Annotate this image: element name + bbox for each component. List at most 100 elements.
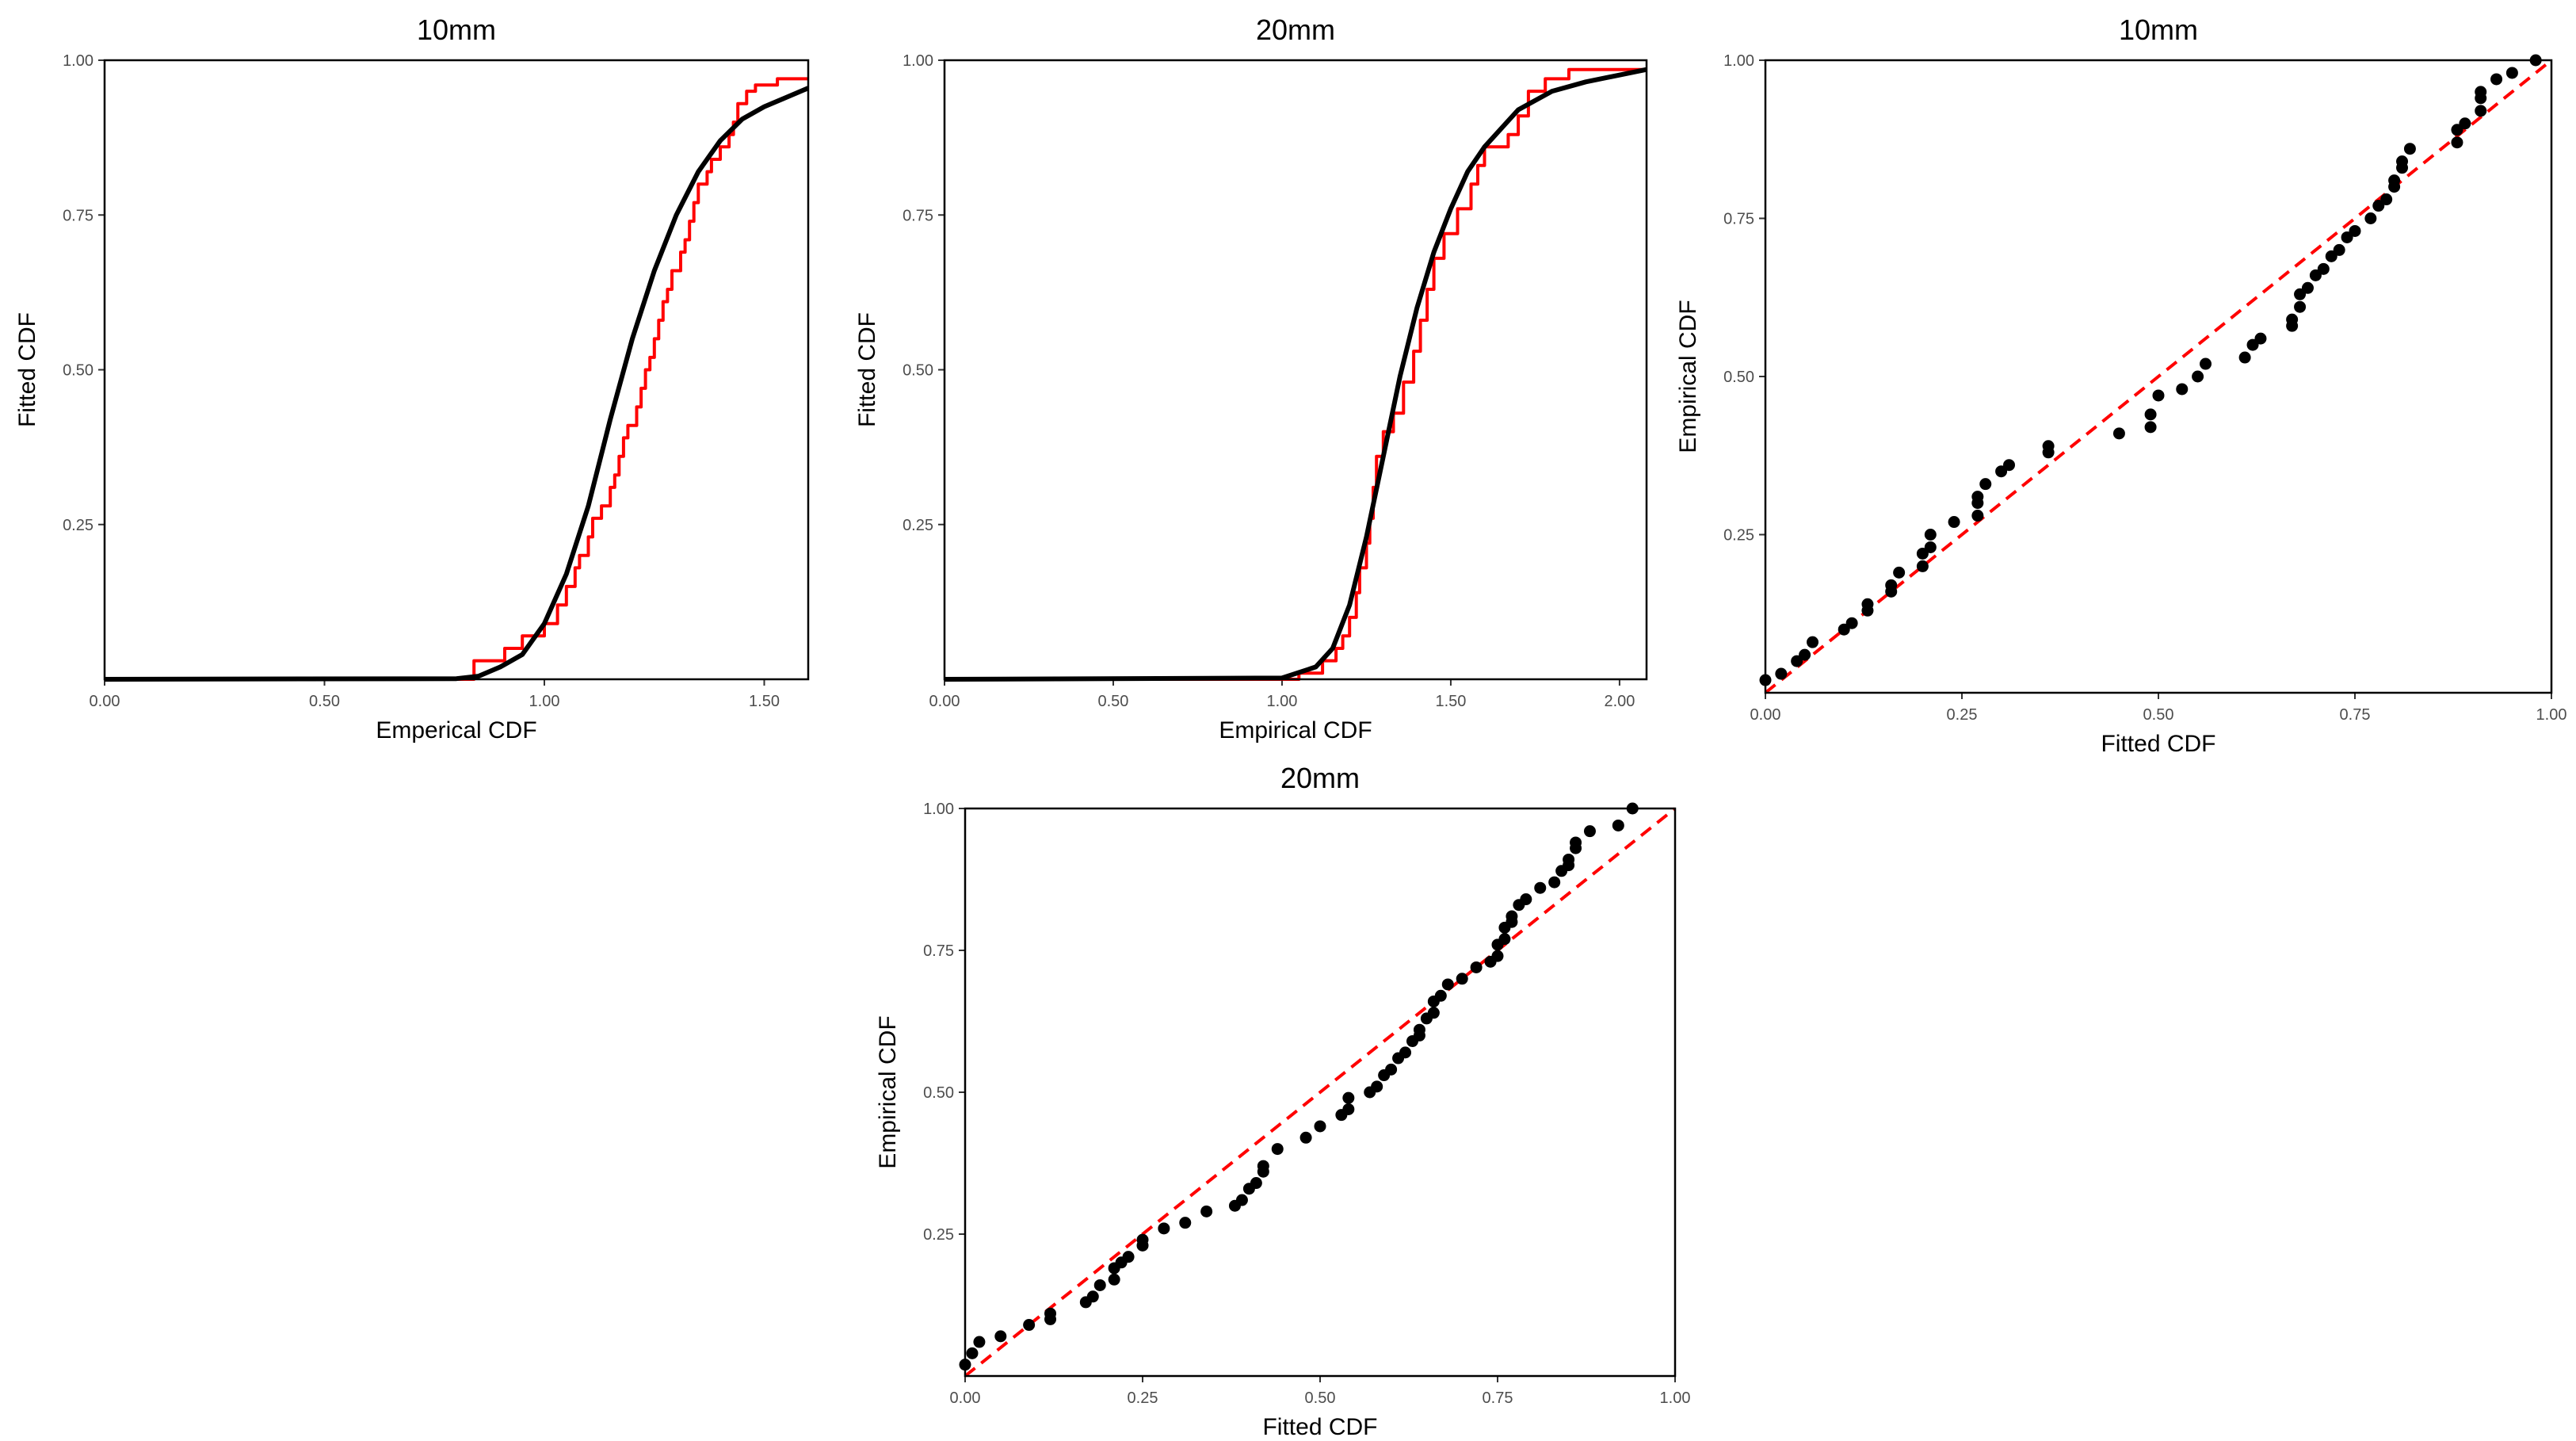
y-axis-label: Fitted CDF <box>14 312 40 427</box>
data-point <box>1971 510 1984 522</box>
x-tick-label: 0.50 <box>1305 1389 1336 1407</box>
data-point <box>1612 819 1624 831</box>
data-point <box>1885 579 1898 591</box>
empirical-cdf-step-line <box>105 77 808 681</box>
fitted-cdf-curve <box>104 86 810 682</box>
panel-title: 20mm <box>1280 762 1360 794</box>
data-point <box>2475 105 2487 117</box>
data-point <box>1491 950 1504 962</box>
data-point <box>1583 825 1596 838</box>
data-point <box>2176 383 2189 396</box>
x-tick-label: 1.00 <box>1660 1389 1691 1407</box>
y-tick-label: 0.25 <box>63 517 93 534</box>
y-tick-label: 1.00 <box>1723 52 1754 70</box>
data-point <box>2380 193 2393 206</box>
data-point <box>1845 617 1858 629</box>
y-axis-label: Empirical CDF <box>1675 300 1701 453</box>
data-point <box>1979 478 1992 491</box>
data-point <box>1342 1091 1355 1104</box>
plot-frame <box>103 59 810 681</box>
data-point <box>1399 1046 1412 1059</box>
y-axis-label: Empirical CDF <box>875 1015 901 1168</box>
panel-title: 10mm <box>417 13 496 46</box>
data-point <box>1570 836 1582 849</box>
data-point <box>2490 73 2503 86</box>
data-point <box>2459 117 2471 130</box>
data-point <box>2003 459 2016 472</box>
data-point <box>2451 136 2463 149</box>
data-point <box>1299 1131 1312 1144</box>
plot-frame <box>943 59 1648 681</box>
data-point <box>2254 332 2267 345</box>
data-point <box>1122 1251 1135 1263</box>
data-point <box>1023 1319 1036 1332</box>
data-point <box>2301 281 2314 294</box>
data-point <box>1086 1290 1099 1303</box>
y-axis-label: Fitted CDF <box>854 312 880 427</box>
x-tick-label: 0.50 <box>309 693 340 710</box>
data-point <box>2333 243 2345 256</box>
data-point <box>1548 876 1561 889</box>
panel-4: 20mm 0.00 0.25 0.50 0.75 1.00 0.25 0.50 0.75 1.00… <box>875 762 1690 1440</box>
data-point <box>1108 1273 1120 1286</box>
data-point <box>1385 1063 1398 1076</box>
panel-2: 20mm 0.00 0.50 1.00 1.50 2.00 0.25 0.50 0.75 1.00… <box>854 13 1648 743</box>
panel-3: 10mm 0.00 0.25 0.50 0.75 1.00 0.25 0.50 0.75 1.00… <box>1675 13 2566 757</box>
data-point <box>2286 313 2299 326</box>
data-point <box>1924 529 1937 541</box>
x-tick-label: 1.00 <box>1266 693 1297 710</box>
data-point <box>2505 67 2518 79</box>
y-tick-label: 1.00 <box>903 52 933 70</box>
data-point <box>1799 648 1811 661</box>
data-point <box>1136 1233 1149 1246</box>
data-point <box>1413 1023 1425 1036</box>
x-axis-label: Fitted CDF <box>2101 731 2215 757</box>
data-point <box>1893 566 1906 579</box>
data-point <box>2349 224 2361 237</box>
y-tick-label: 0.25 <box>903 517 933 534</box>
y-tick-label: 1.00 <box>923 801 954 818</box>
y-tick-label: 0.25 <box>1723 527 1754 545</box>
x-tick-label: 1.00 <box>2536 706 2567 724</box>
data-point <box>1371 1080 1383 1093</box>
data-point <box>1441 978 1454 991</box>
data-point <box>2200 357 2212 370</box>
y-tick-label: 0.50 <box>63 362 93 380</box>
data-point <box>2112 427 2125 440</box>
data-point <box>1924 541 1937 553</box>
data-point <box>1158 1222 1170 1235</box>
data-point <box>1775 667 1788 680</box>
data-point <box>2388 174 2401 187</box>
data-point <box>1807 636 1819 648</box>
y-tick-label: 0.50 <box>923 1084 954 1102</box>
data-point <box>1235 1194 1248 1206</box>
data-point <box>2238 351 2251 364</box>
x-tick-label: 0.00 <box>90 693 120 710</box>
data-point <box>1427 1007 1440 1019</box>
y-tick-label: 0.75 <box>63 207 93 224</box>
data-point <box>2475 86 2487 98</box>
data-point <box>2152 389 2165 402</box>
data-point <box>2403 143 2416 155</box>
panel-title: 20mm <box>1256 13 1335 46</box>
plot-frame <box>1764 59 2553 694</box>
data-point <box>1456 973 1468 985</box>
x-tick-label: 0.50 <box>2143 706 2174 724</box>
x-tick-label: 1.00 <box>529 693 560 710</box>
data-point <box>2294 300 2307 313</box>
data-point <box>2317 262 2330 275</box>
data-point <box>1250 1177 1262 1190</box>
data-point <box>2144 408 2157 421</box>
x-tick-label: 0.25 <box>1947 706 1978 724</box>
data-point <box>1342 1103 1355 1115</box>
data-point <box>1434 989 1447 1002</box>
fitted-cdf-curve <box>944 67 1647 682</box>
panel-title: 10mm <box>2119 13 2198 46</box>
plot-area <box>105 60 808 679</box>
data-point <box>966 1347 979 1359</box>
plot-frame <box>964 807 1677 1378</box>
data-point <box>1563 853 1575 866</box>
data-point <box>1916 560 1929 572</box>
x-tick-label: 2.00 <box>1604 693 1635 710</box>
